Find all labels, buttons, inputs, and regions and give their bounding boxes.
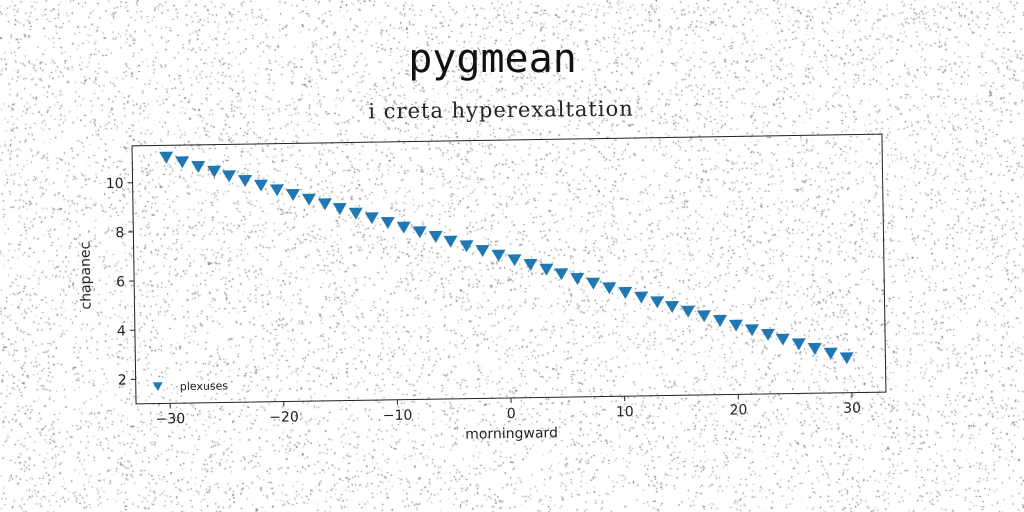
data-point (365, 212, 379, 224)
data-point (475, 245, 489, 257)
x-tick-label: −30 (155, 411, 185, 427)
y-axis-label: chapanec (78, 242, 95, 310)
x-tick-label: 20 (729, 402, 747, 418)
data-point (175, 156, 189, 168)
x-axis-label: morningward (465, 425, 558, 442)
data-point (634, 292, 648, 304)
data-point (444, 236, 458, 248)
legend-label: plexuses (180, 379, 229, 393)
data-point (491, 250, 505, 262)
plot-frame (132, 134, 886, 404)
data-point (650, 296, 664, 308)
y-tick-label: 4 (117, 323, 126, 339)
data-point (159, 152, 173, 164)
plot-group: −30 −20 −10 0 10 20 30 2 4 6 8 10 morningward chap… (76, 134, 887, 449)
x-tick-label: −10 (383, 408, 413, 424)
data-point (207, 166, 221, 178)
data-point (429, 231, 443, 243)
data-point (776, 334, 790, 346)
x-tick-label: 0 (507, 406, 516, 422)
data-point (697, 310, 711, 322)
data-point (840, 352, 854, 364)
x-tick-label: 30 (843, 401, 861, 417)
data-point (349, 208, 363, 220)
data-point (381, 217, 395, 229)
data-point (286, 189, 300, 201)
data-point (507, 254, 521, 266)
data-point (824, 348, 838, 360)
data-point (222, 170, 236, 182)
data-point (586, 278, 600, 290)
data-point (792, 338, 806, 350)
data-point (745, 324, 759, 336)
data-point (761, 329, 775, 341)
data-point (729, 320, 743, 332)
data-point (602, 282, 616, 294)
data-point (302, 194, 316, 206)
data-point (254, 180, 268, 192)
data-point (318, 198, 332, 210)
data-point (397, 222, 411, 234)
data-point (459, 240, 473, 252)
data-point (539, 264, 553, 276)
data-point (270, 184, 284, 196)
data-point (523, 259, 537, 271)
y-tick-label: 6 (116, 274, 125, 290)
data-point (191, 161, 205, 173)
data-point (618, 287, 632, 299)
data-point (333, 203, 347, 215)
y-tick-label: 2 (118, 372, 127, 388)
data-point (413, 226, 427, 238)
data-point (681, 306, 695, 318)
data-point (238, 175, 252, 187)
data-point (665, 301, 679, 313)
y-tick-label: 10 (106, 176, 124, 192)
data-points (159, 141, 854, 375)
x-tick-label: 10 (616, 404, 634, 420)
legend-marker (153, 382, 163, 391)
data-point (570, 273, 584, 285)
data-point (808, 343, 822, 355)
y-axis: 2 4 6 8 10 (106, 176, 136, 389)
x-tick-label: −20 (269, 409, 299, 425)
y-tick-label: 8 (115, 225, 124, 241)
legend: plexuses (153, 379, 229, 393)
data-point (554, 268, 568, 280)
data-point (713, 315, 727, 327)
